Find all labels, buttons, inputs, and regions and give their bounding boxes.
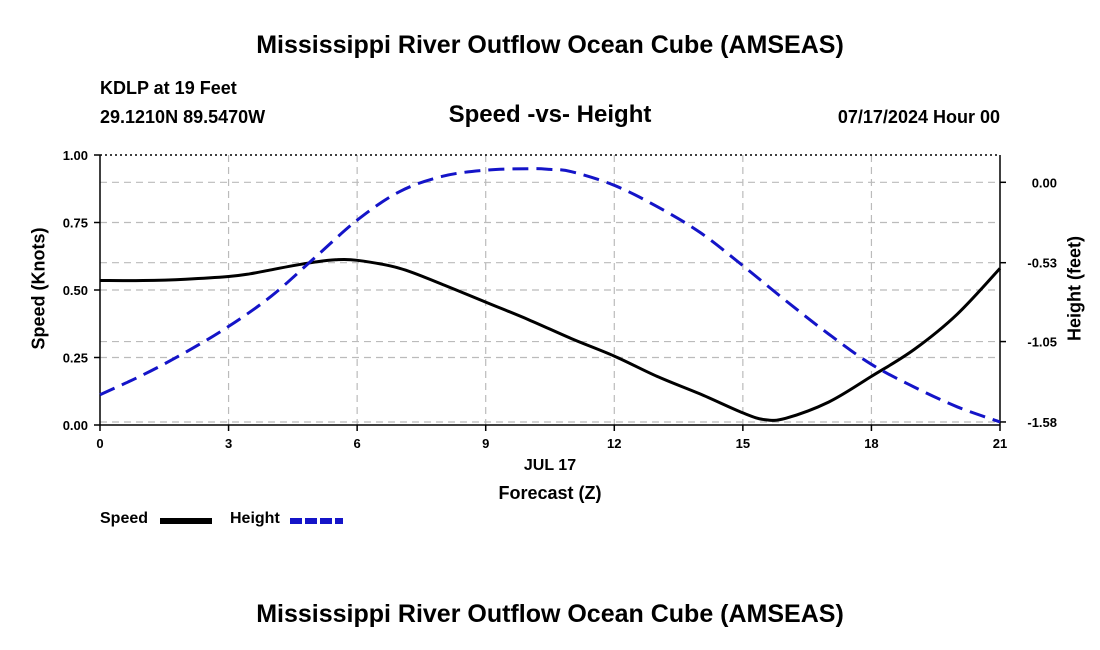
series-speed-line <box>99 257 1002 422</box>
x-sublabel: JUL 17 <box>523 457 577 474</box>
y-tick-label: 0.75 <box>63 216 88 231</box>
series-height-line <box>99 167 1001 424</box>
forecast-datetime: 07/17/2024 Hour 00 <box>837 107 1000 127</box>
x-tick-label: 18 <box>864 436 878 451</box>
legend-height-label: Height <box>230 510 280 527</box>
page-title: Mississippi River Outflow Ocean Cube (AM… <box>256 31 844 59</box>
y-tick-label: 1.00 <box>63 148 88 163</box>
chart-title: Speed -vs- Height <box>448 101 652 128</box>
y-tick-label: 0.00 <box>63 418 88 433</box>
y2-tick-label: -1.05 <box>1027 335 1057 350</box>
legend-speed-label: Speed <box>100 510 149 527</box>
y2-axis-label: Height (feet) <box>1064 236 1085 341</box>
y2-tick-label: -0.53 <box>1027 256 1057 271</box>
x-tick-label: 21 <box>993 436 1007 451</box>
x-axis-label: Forecast (Z) <box>498 483 602 503</box>
y-tick-label: 0.25 <box>63 351 88 366</box>
x-tick-label: 12 <box>607 436 621 451</box>
x-tick-label: 3 <box>225 436 232 451</box>
station-coords: 29.1210N 89.5470W <box>100 107 266 127</box>
station-label: KDLP at 19 Feet <box>100 78 237 98</box>
y2-tick-label: -1.58 <box>1027 415 1057 430</box>
x-tick-label: 9 <box>482 436 489 451</box>
page-title-bottom: Mississippi River Outflow Ocean Cube (AM… <box>256 600 844 628</box>
y-axis-label: Speed (Knots) <box>28 227 49 350</box>
y2-tick-label: 0.00 <box>1032 175 1057 190</box>
x-tick-label: 15 <box>736 436 750 451</box>
y-tick-label: 0.50 <box>63 283 88 298</box>
x-tick-label: 6 <box>354 436 361 451</box>
x-tick-label: 0 <box>96 436 103 451</box>
